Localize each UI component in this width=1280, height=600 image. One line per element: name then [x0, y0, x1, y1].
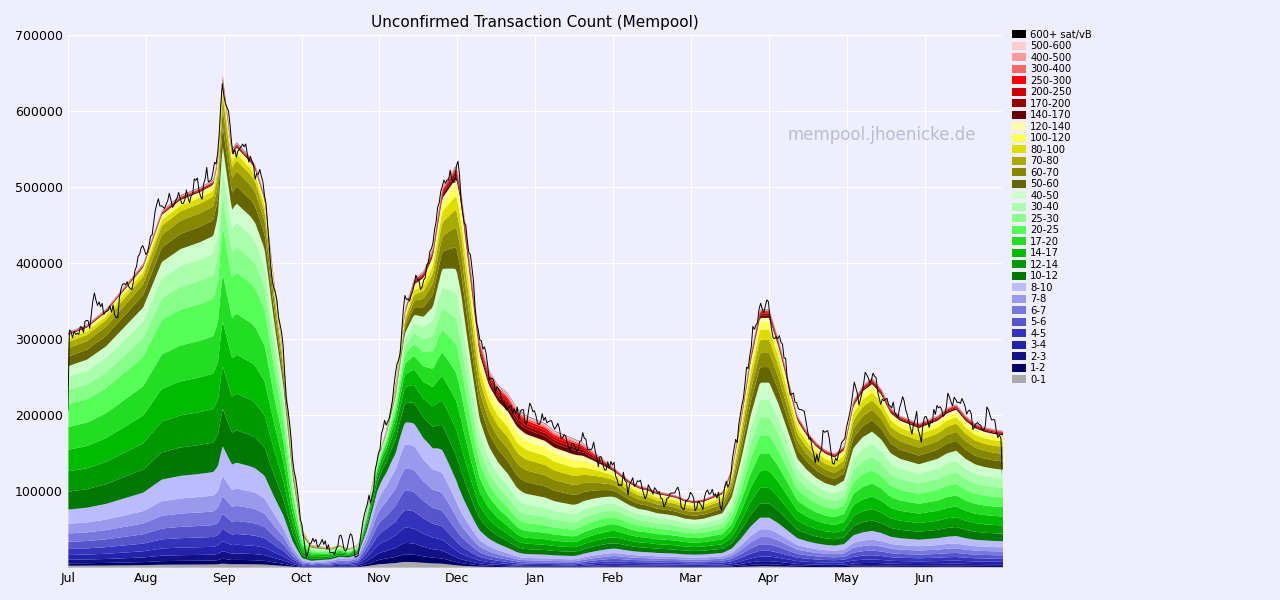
Title: Unconfirmed Transaction Count (Mempool): Unconfirmed Transaction Count (Mempool)	[371, 15, 699, 30]
Legend: 600+ sat/vB, 500-600, 400-500, 300-400, 250-300, 200-250, 170-200, 140-170, 120-: 600+ sat/vB, 500-600, 400-500, 300-400, …	[1012, 29, 1092, 385]
Text: mempool.jhoenicke.de: mempool.jhoenicke.de	[787, 126, 977, 144]
